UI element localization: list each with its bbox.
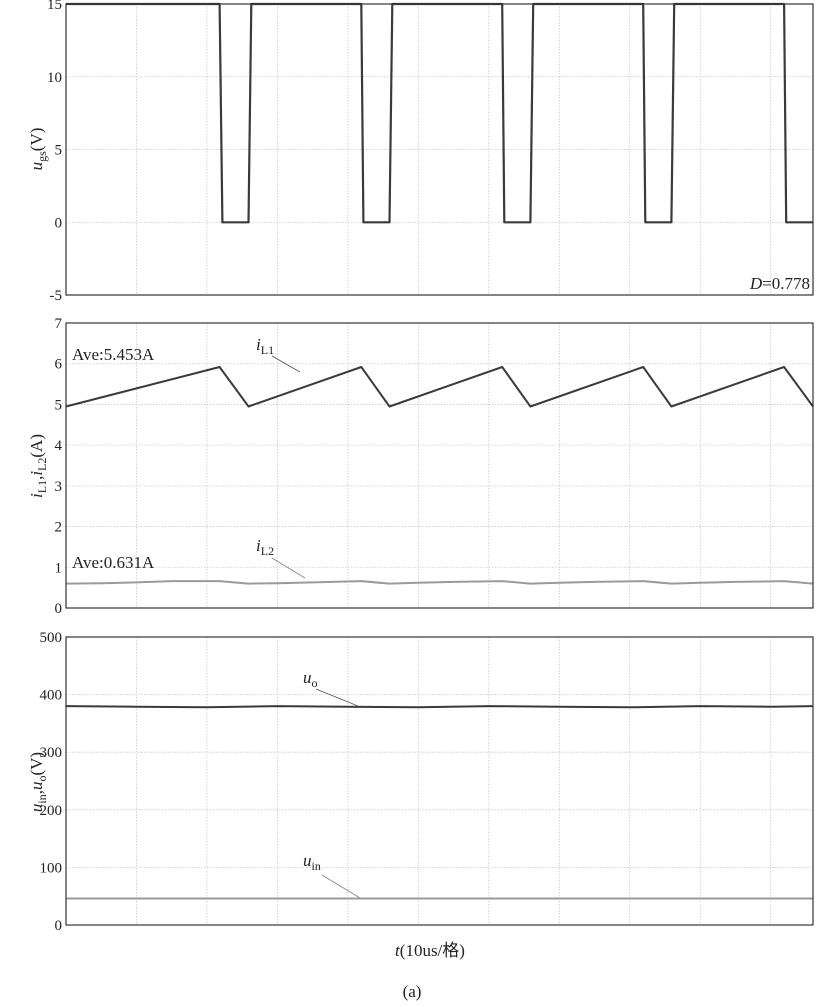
uin-sub: in: [312, 859, 321, 873]
y-tick-label: 0: [55, 918, 63, 934]
y-tick-label: 100: [40, 860, 63, 876]
uin-main: u: [303, 851, 312, 870]
series-line-trace-0: [66, 4, 813, 222]
ylabel-unit: (A): [27, 434, 46, 458]
duty-cycle-label: D=0.778: [749, 274, 810, 293]
iL2-series-label: iL2: [256, 536, 274, 558]
panel-voltages-frame: [66, 637, 813, 925]
ylabel-unit: (V): [27, 752, 46, 776]
figure-caption: (a): [403, 982, 422, 1001]
panel-currents: 0 1 2 3 4 5 6 7 iL1,iL2(A) Ave:5.453A Ave:0.631…: [27, 316, 813, 617]
ylabel-sub: gs: [35, 151, 49, 162]
panel-voltages: 0100200300400500 uin,uo(V) uo uin: [27, 630, 813, 934]
y-tick-label: 400: [40, 688, 63, 704]
ylabel-main-1: u: [27, 804, 46, 813]
panel-ugs-grid: [66, 4, 813, 295]
y-tick-label: 4: [55, 438, 63, 454]
y-tick-label: 15: [47, 0, 62, 13]
panel-currents-frame: [66, 323, 813, 608]
uo-sub: o: [312, 676, 318, 690]
panel-currents-series: [66, 367, 813, 584]
iL1-average-label: Ave:5.453A: [72, 345, 155, 364]
iL2-leader-line: [272, 558, 305, 578]
y-tick-label: 6: [55, 357, 63, 373]
uo-leader-line: [316, 689, 358, 706]
y-tick-label: 1: [55, 560, 63, 576]
y-tick-label: 500: [40, 630, 63, 646]
y-tick-label: 0: [55, 601, 63, 617]
y-tick-label: 0: [55, 215, 63, 231]
ylabel-main: u: [27, 162, 46, 171]
panel-currents-ticks: 0 1 2 3 4 5 6 7: [55, 316, 63, 617]
y-tick-label: 10: [47, 70, 62, 86]
y-tick-label: 2: [55, 520, 63, 536]
panel-ugs-ylabel: ugs(V): [27, 128, 49, 171]
panel-currents-ylabel: iL1,iL2(A): [27, 434, 49, 498]
ylabel-unit: (V): [27, 128, 46, 152]
duty-value: =0.778: [762, 274, 810, 293]
ylabel-sub-2: L2: [35, 458, 49, 471]
panel-voltages-grid: [66, 637, 813, 925]
panel-ugs-ticks: -5 0 5 10 15: [47, 0, 62, 304]
y-tick-label: 5: [55, 397, 63, 413]
series-line-L1: [66, 367, 813, 407]
panel-currents-grid: [66, 323, 813, 608]
series-line-o: [66, 706, 813, 707]
ylabel-main-2: u: [27, 782, 46, 791]
y-tick-label: 3: [55, 479, 63, 495]
time-axis-unit: (10us/格): [400, 941, 465, 960]
series-line-L2: [66, 581, 813, 584]
ylabel-sub-1: in: [35, 794, 49, 803]
y-tick-label: -5: [50, 288, 63, 304]
panel-ugs-series: [66, 4, 813, 222]
time-axis-label: t(10us/格): [395, 941, 465, 960]
iL2-sub: L2: [261, 544, 274, 558]
duty-symbol: D: [749, 274, 763, 293]
panel-voltages-series: [66, 706, 813, 898]
y-tick-label: 7: [55, 316, 63, 332]
panel-voltages-ylabel: uin,uo(V): [27, 752, 49, 812]
iL1-series-label: iL1: [256, 335, 274, 357]
iL1-sub: L1: [261, 343, 274, 357]
ylabel-sub-1: L1: [35, 480, 49, 493]
panel-ugs: -5 0 5 10 15 ugs(V) D=0.778: [27, 0, 813, 304]
uo-main: u: [303, 668, 312, 687]
uo-series-label: uo: [303, 668, 318, 690]
uin-series-label: uin: [303, 851, 321, 873]
iL2-average-label: Ave:0.631A: [72, 553, 155, 572]
y-tick-label: 5: [55, 143, 63, 159]
uin-leader-line: [322, 875, 360, 898]
